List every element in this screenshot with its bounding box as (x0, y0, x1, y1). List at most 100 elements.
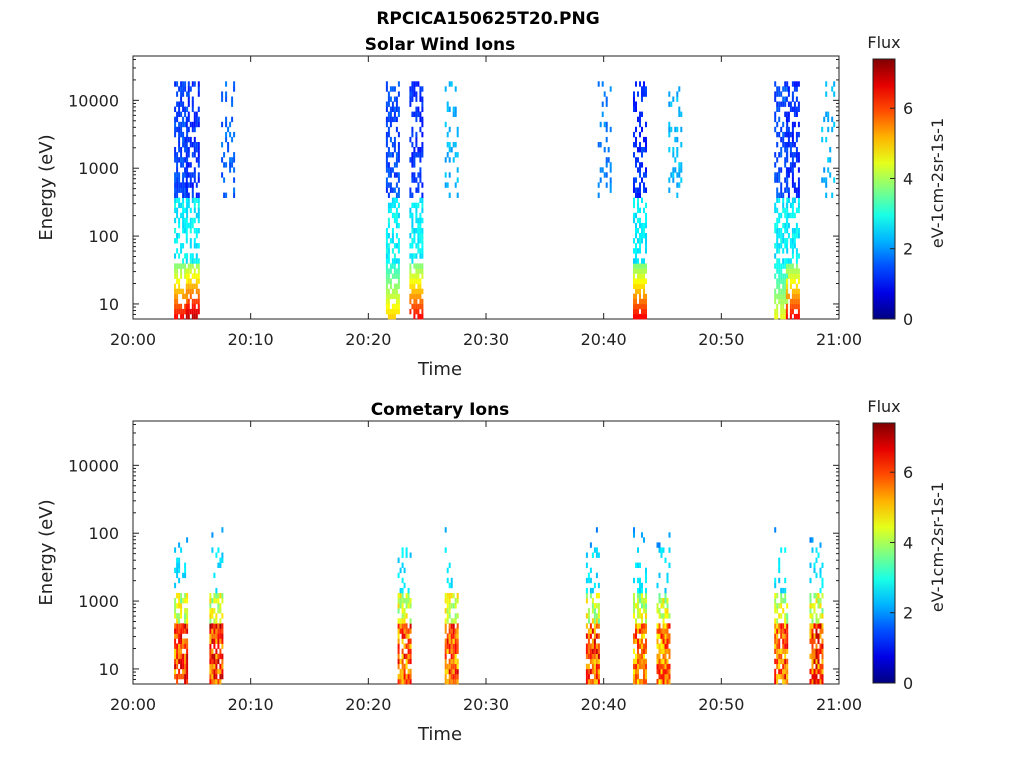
flux-cell (421, 197, 424, 203)
flux-cell (176, 603, 179, 609)
flux-cell (605, 136, 608, 143)
flux-cell (446, 648, 449, 654)
flux-cell (641, 303, 643, 310)
flux-cell (641, 623, 643, 629)
flux-cell (786, 86, 789, 92)
flux-cell (641, 152, 643, 158)
flux-cell (419, 263, 422, 269)
flux-cell (795, 233, 798, 239)
flux-cell (585, 613, 588, 619)
flux-cell (421, 238, 424, 244)
flux-cell (182, 182, 185, 188)
flux-cell (784, 577, 787, 584)
flux-cell (593, 618, 596, 624)
flux-cell (637, 167, 639, 173)
flux-cell (403, 673, 406, 680)
flux-cell (211, 598, 214, 604)
flux-cell (786, 623, 789, 629)
flux-cell (385, 162, 388, 168)
flux-cell (197, 268, 200, 274)
flux-cell (809, 633, 812, 639)
flux-cell (639, 182, 641, 188)
flux-cell (387, 243, 390, 249)
flux-cell (819, 572, 822, 579)
flux-cell (778, 643, 781, 649)
flux-cell (656, 663, 659, 670)
flux-cell (186, 628, 189, 634)
flux-cell (389, 202, 392, 209)
flux-cell (633, 273, 635, 279)
flux-cell (185, 136, 188, 143)
flux-cell (639, 283, 641, 289)
flux-cell (184, 567, 187, 574)
flux-cell (397, 172, 400, 178)
flux-cell (778, 557, 781, 563)
flux-cell (180, 308, 183, 315)
flux-cell (823, 177, 826, 183)
flux-cell (217, 678, 220, 685)
flux-cell (639, 303, 641, 310)
flux-cell (178, 142, 181, 148)
flux-cell (397, 111, 400, 117)
flux-cell (793, 298, 796, 305)
flux-cell (587, 633, 590, 639)
flux-cell (774, 593, 777, 599)
flux-cell (393, 268, 396, 274)
flux-cell (786, 212, 789, 219)
flux-cell (639, 207, 641, 214)
flux-cell (658, 668, 661, 675)
flux-cell (231, 101, 234, 107)
flux-cell (448, 663, 451, 670)
flux-cell (782, 608, 785, 614)
flux-cell (189, 222, 192, 229)
flux-cell (795, 152, 798, 158)
flux-cell (219, 638, 222, 644)
flux-cell (666, 628, 669, 634)
flux-cell (791, 288, 794, 295)
flux-cell (182, 202, 185, 209)
flux-cell (193, 303, 196, 310)
flux-cell (821, 577, 824, 584)
flux-cell (784, 673, 787, 680)
flux-cell (209, 648, 212, 654)
flux-cell (415, 293, 418, 300)
flux-cell (409, 308, 412, 315)
flux-cell (417, 147, 420, 153)
flux-cell (591, 598, 594, 604)
flux-cell (676, 91, 679, 97)
flux-cell (174, 648, 177, 654)
flux-cell (591, 643, 594, 649)
flux-cell (778, 197, 781, 203)
flux-cell (668, 147, 671, 153)
flux-cell (387, 192, 390, 198)
flux-cell (829, 172, 832, 178)
flux-cell (774, 603, 777, 609)
flux-cell (221, 643, 224, 649)
flux-cell (639, 593, 641, 599)
flux-cell (193, 268, 196, 274)
flux-cell (776, 91, 779, 97)
flux-cell (639, 562, 641, 568)
flux-cell (448, 633, 451, 639)
flux-cell (833, 91, 836, 97)
flux-cell (405, 678, 408, 685)
flux-cell (176, 663, 179, 670)
flux-cell (417, 152, 420, 158)
flux-cell (603, 91, 606, 97)
flux-cell (645, 233, 647, 239)
flux-cell (609, 86, 612, 92)
flux-cell (797, 121, 800, 128)
flux-cell (219, 663, 222, 670)
flux-cell (209, 603, 212, 609)
flux-cell (780, 587, 783, 594)
flux-cell (184, 136, 187, 143)
flux-cell (784, 653, 787, 660)
flux-cell (793, 313, 796, 320)
flux-cell (633, 678, 635, 685)
flux-cell (213, 663, 216, 670)
flux-cell (193, 126, 196, 133)
flux-cell (417, 106, 420, 112)
flux-cell (450, 603, 453, 609)
flux-cell (403, 567, 406, 574)
flux-cell (233, 131, 236, 138)
